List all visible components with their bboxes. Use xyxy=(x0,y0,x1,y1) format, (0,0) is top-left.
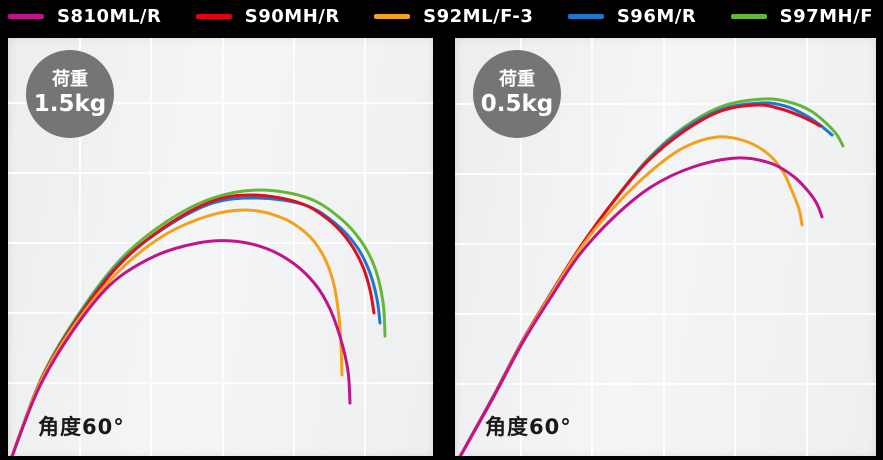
legend-item-label: S90MH/R xyxy=(244,5,340,27)
legend-color-dash-icon xyxy=(730,13,767,19)
bend-curve-s810ml-r xyxy=(10,239,352,456)
bend-curve-s96m-r xyxy=(458,101,834,456)
legend-item-label: S97MH/F xyxy=(779,5,873,27)
legend-item-s97mhf: S97MH/F xyxy=(730,5,873,27)
bend-curve-s92ml-f-3 xyxy=(10,208,344,456)
angle-annotation: 角度60° xyxy=(485,415,572,439)
legend-item-s92mlf3: S92ML/F-3 xyxy=(374,6,533,27)
legend-item-s96mr: S96M/R xyxy=(567,5,697,27)
chart-panel-load-1-5kg: 荷重 1.5kg 角度60° xyxy=(8,38,433,456)
legend-item-s810mlr: S810ML/R xyxy=(8,6,161,27)
load-badge-label: 荷重 xyxy=(52,69,88,91)
bend-curve-chart-0-5kg xyxy=(455,38,876,456)
bend-curve-s92ml-f-3 xyxy=(458,135,804,456)
legend-item-label: S96M/R xyxy=(616,5,697,27)
angle-annotation: 角度60° xyxy=(38,415,125,439)
bend-curve-s97mh-f xyxy=(458,97,845,456)
legend-color-dash-icon xyxy=(195,13,232,19)
legend-color-dash-icon xyxy=(8,13,44,19)
legend: S810ML/R S90MH/R S92ML/F-3 S96M/R S97MH/… xyxy=(0,0,883,32)
chart-panel-load-0-5kg: 荷重 0.5kg 角度60° xyxy=(455,38,876,456)
load-badge-value: 1.5kg xyxy=(33,91,107,118)
legend-color-dash-icon xyxy=(567,13,604,19)
load-badge-value: 0.5kg xyxy=(480,91,554,118)
legend-item-label: S810ML/R xyxy=(57,5,162,27)
legend-color-dash-icon xyxy=(374,13,411,19)
load-badge: 荷重 0.5kg xyxy=(473,50,561,138)
load-badge: 荷重 1.5kg xyxy=(26,50,114,138)
legend-item-s90mhr: S90MH/R xyxy=(195,5,340,27)
bend-curve-s90mh-r xyxy=(458,103,822,456)
bend-curve-s810ml-r xyxy=(458,156,824,456)
load-badge-label: 荷重 xyxy=(499,69,535,91)
legend-item-label: S92ML/F-3 xyxy=(423,5,534,27)
